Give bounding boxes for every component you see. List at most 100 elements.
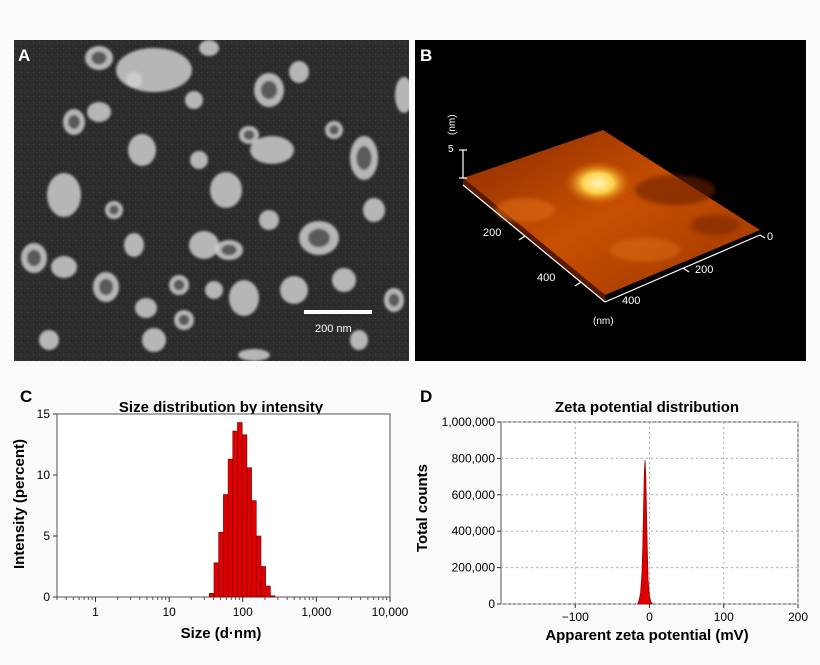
vesicle <box>185 91 203 109</box>
zeta-potential-chart: Zeta potential distribution Apparent zet… <box>414 399 809 644</box>
afm-surface <box>463 130 760 295</box>
vesicle <box>190 151 208 169</box>
afm-axis-unit: (nm) <box>593 316 614 327</box>
vesicle <box>363 198 385 222</box>
vesicle <box>142 328 166 352</box>
size-bar <box>265 585 271 598</box>
vesicle-core <box>388 293 400 307</box>
y-tick-label: 5 <box>43 529 50 543</box>
vesicle <box>395 77 409 113</box>
vesicle <box>87 102 111 122</box>
x-tick-label: 100 <box>233 605 253 619</box>
size-bar <box>232 430 238 598</box>
scale-bar <box>304 310 372 314</box>
y-tick-label: 600,000 <box>452 488 496 502</box>
y-tick-label: 800,000 <box>452 451 496 465</box>
chart-d-plot-area: −100 0 100 200 0 200,000 400,000 600,000 800,000… <box>442 415 809 624</box>
x-tick-label: 100 <box>714 610 734 624</box>
y-tick-label: 1,000,000 <box>442 415 496 429</box>
afm-axes <box>459 149 766 303</box>
vesicle <box>289 61 309 83</box>
chart-c-ylabel: Intensity (percent) <box>11 439 28 569</box>
size-bar <box>241 434 248 598</box>
vesicle <box>210 172 242 208</box>
afm-left-tick-1: 200 <box>483 227 501 239</box>
panel-a-letter: A <box>18 46 31 65</box>
size-bar <box>270 595 276 598</box>
chart-c-xlabel: Size (d·nm) <box>181 625 262 642</box>
chart-c-plot-area: 1 10 100 1,000 10,000 0 5 10 15 <box>37 407 409 619</box>
panel-c-letter: C <box>20 387 33 406</box>
tem-micrograph: 200 nm <box>14 40 409 361</box>
x-tick-label: 200 <box>788 610 808 624</box>
vesicle-core <box>243 130 255 140</box>
x-tick-label: 0 <box>646 610 653 624</box>
chart-c-title: Size distribution by intensity <box>119 399 324 416</box>
size-bar <box>218 532 224 598</box>
afm-right-tick-1: 0 <box>767 231 773 243</box>
vesicle <box>199 40 219 56</box>
size-bar <box>227 458 234 598</box>
y-tick-label: 200,000 <box>452 561 496 575</box>
x-tick-label: 10,000 <box>372 605 409 619</box>
x-tick-label: 1,000 <box>301 605 331 619</box>
vesicle-core <box>260 80 278 100</box>
vesicle-core <box>221 244 237 256</box>
x-tick-label: 10 <box>162 605 176 619</box>
chart-d-ylabel: Total counts <box>414 464 431 552</box>
chart-d-xlabel: Apparent zeta potential (mV) <box>545 627 748 644</box>
vesicle-core <box>178 314 190 326</box>
tem-image: 200 nm <box>14 40 409 361</box>
size-bar <box>260 566 266 598</box>
size-bar <box>251 500 257 598</box>
chart-d-title: Zeta potential distribution <box>555 399 739 416</box>
vesicle <box>280 276 308 304</box>
vesicle-core <box>91 51 107 65</box>
scale-bar-label: 200 nm <box>315 323 352 335</box>
size-distribution-chart: Size distribution by intensity Size (d·n… <box>11 399 409 642</box>
zeta-peak <box>637 460 654 605</box>
vesicle-core <box>109 205 119 215</box>
vesicle-core <box>26 249 42 267</box>
vesicle <box>332 268 356 292</box>
vesicle <box>205 281 223 299</box>
size-bar <box>255 535 262 598</box>
vesicle <box>124 233 144 257</box>
vesicle <box>116 48 192 92</box>
afm-right-tick-2: 200 <box>695 264 713 276</box>
afm-left-tick-2: 400 <box>537 272 555 284</box>
vesicle <box>350 330 368 350</box>
vesicle <box>47 173 81 217</box>
size-bar <box>246 467 252 598</box>
panel-b-letter: B <box>420 46 433 65</box>
vesicle <box>135 298 157 318</box>
vesicle-core <box>67 114 81 130</box>
vesicle <box>238 349 270 361</box>
y-tick-label: 0 <box>43 590 50 604</box>
afm-texture <box>495 175 740 262</box>
size-bar <box>223 494 229 598</box>
y-tick-label: 400,000 <box>452 524 496 538</box>
vesicle-core <box>173 279 185 291</box>
panel-d-letter: D <box>420 387 433 406</box>
vesicle <box>189 231 219 259</box>
y-tick-label: 0 <box>488 597 495 611</box>
size-bar <box>213 562 220 598</box>
size-bar <box>237 422 243 598</box>
x-tick-label: 1 <box>92 605 99 619</box>
vesicle-group <box>21 40 409 361</box>
vesicle <box>126 72 142 88</box>
vesicle-core <box>308 228 330 248</box>
vesicle <box>250 136 294 164</box>
x-tick-label: −100 <box>562 610 589 624</box>
afm-right-tick-3: 400 <box>622 295 640 307</box>
y-tick-label: 15 <box>37 407 51 421</box>
vesicle <box>229 280 259 316</box>
afm-z-tick: 5 <box>448 144 454 155</box>
size-bar <box>208 593 215 598</box>
vesicle-core <box>329 125 339 135</box>
afm-surface-plot: 5 (nm) 200 400 0 200 400 (nm) <box>447 114 773 327</box>
vesicle <box>51 256 77 278</box>
afm-z-unit: (nm) <box>447 114 458 135</box>
vesicle <box>128 134 156 166</box>
